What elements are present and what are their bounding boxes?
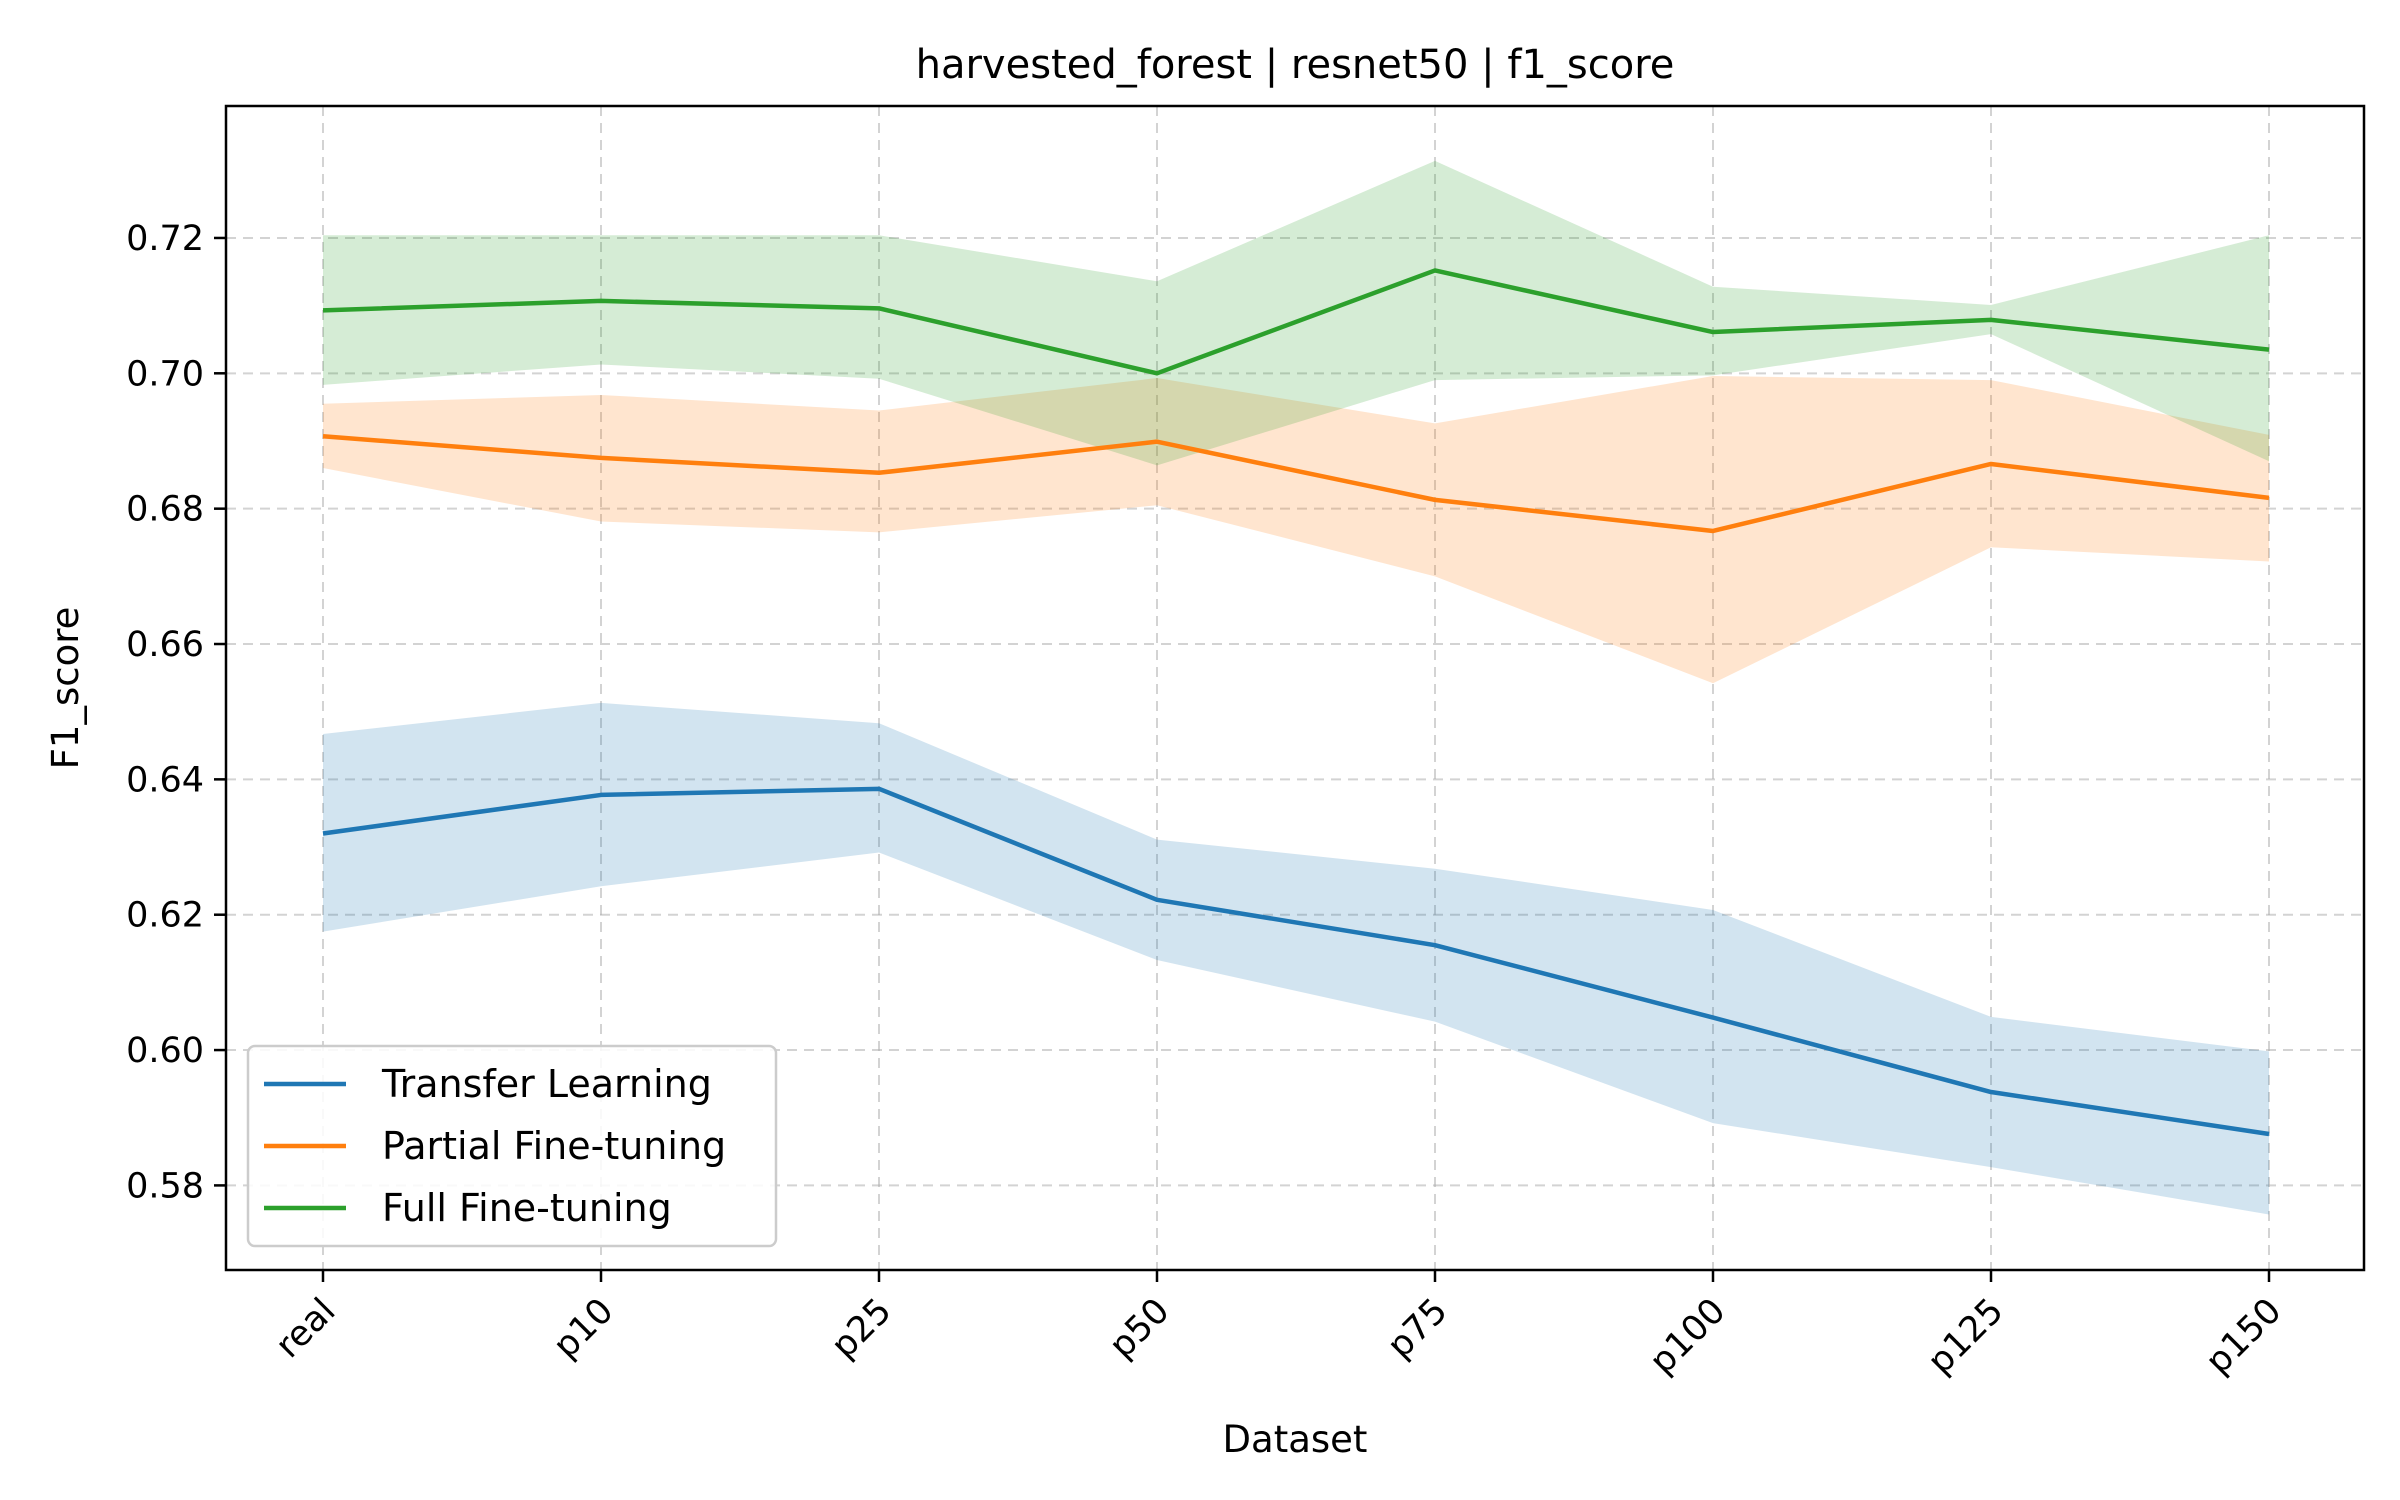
legend-label-partial-fine-tuning: Partial Fine-tuning — [382, 1124, 726, 1168]
y-tick-label: 0.68 — [126, 490, 204, 530]
y-tick-label: 0.62 — [126, 896, 204, 936]
y-tick-label: 0.72 — [126, 219, 204, 259]
legend-label-transfer-learning: Transfer Learning — [381, 1062, 712, 1106]
partial-fine-tuning-line — [322, 434, 2270, 534]
x-axis-label: Dataset — [1223, 1418, 1368, 1461]
plot-frame — [224, 104, 2366, 1272]
legend-label-full-fine-tuning: Full Fine-tuning — [382, 1186, 672, 1230]
legend-box — [246, 1044, 778, 1248]
chart-title: harvested_forest | resnet50 | f1_score — [916, 42, 1675, 88]
y-tick-label: 0.58 — [126, 1166, 204, 1206]
partial-fine-tuning-band — [323, 376, 2269, 684]
legend: Transfer Learning Partial Fine-tuning Full… — [246, 1044, 778, 1248]
series-lines — [322, 268, 2270, 1137]
transfer-learning-line — [322, 786, 2270, 1137]
transfer-learning-band — [323, 702, 2269, 1215]
full-fine-tuning-line — [322, 268, 2270, 376]
full-fine-tuning-band — [323, 160, 2269, 466]
y-axis-label: F1_score — [44, 607, 87, 770]
y-tick-label: 0.64 — [126, 760, 204, 800]
y-tick-label: 0.70 — [126, 354, 204, 394]
y-tick-label: 0.66 — [126, 625, 204, 665]
y-tick-label: 0.60 — [126, 1031, 204, 1071]
confidence-bands — [323, 160, 2269, 1215]
